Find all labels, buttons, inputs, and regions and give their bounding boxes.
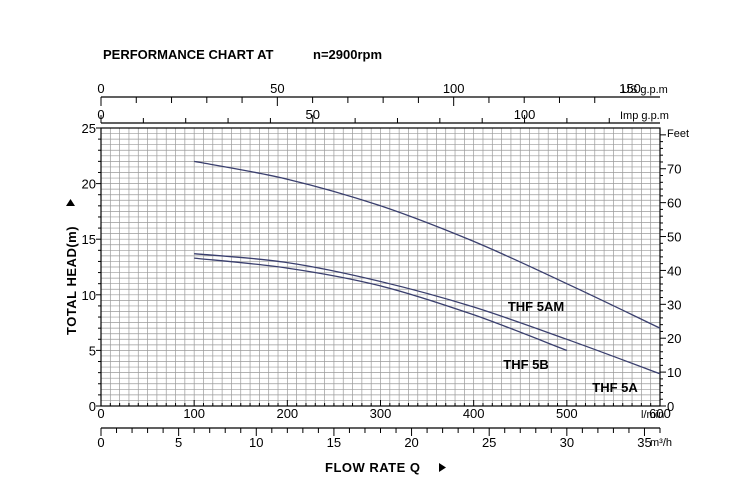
- m3h-tick-label: 25: [482, 435, 496, 450]
- x-tick-label: 600: [649, 406, 671, 421]
- curve-label-thf-5a: THF 5A: [592, 380, 638, 395]
- feet-tick-label: 70: [667, 162, 681, 177]
- y-tick-label: 10: [82, 288, 96, 303]
- curve-thf-5am: [194, 160, 661, 329]
- curve-thf-5b: [194, 257, 568, 352]
- chart-speed: n=2900rpm: [313, 47, 382, 62]
- curve-thf-5a: [194, 253, 661, 375]
- us-gpm-tick-label: 150: [619, 81, 641, 96]
- us-gpm-tick-label: 100: [443, 81, 465, 96]
- feet-tick-label: 40: [667, 263, 681, 278]
- feet-tick-label: 0: [667, 399, 674, 414]
- us-gpm-tick-label: 50: [270, 81, 284, 96]
- y-tick-label: 25: [82, 121, 96, 136]
- x-tick-label: 0: [97, 406, 104, 421]
- feet-tick-label: 10: [667, 365, 681, 380]
- feet-unit: Feet: [667, 128, 689, 140]
- y-tick-label: 20: [82, 177, 96, 192]
- m3h-tick-label: 20: [404, 435, 418, 450]
- curve-label-thf-5am: THF 5AM: [508, 299, 564, 314]
- m3h-tick-label: 30: [560, 435, 574, 450]
- feet-tick-label: 50: [667, 230, 681, 245]
- us-gpm-unit: US g.p.m: [622, 84, 668, 96]
- x-tick-label: 500: [556, 406, 578, 421]
- x-axis-label: FLOW RATE Q: [325, 460, 421, 475]
- m3h-tick-label: 5: [175, 435, 182, 450]
- m3h-tick-label: 35: [637, 435, 651, 450]
- curves: THF 5AM THF 5A THF 5B: [194, 160, 661, 395]
- imp-gpm-tick-label: 0: [97, 107, 104, 122]
- imp-gpm-unit: Imp g.p.m: [620, 110, 669, 122]
- feet-tick-label: 30: [667, 297, 681, 312]
- x-unit-lmin: l/min: [641, 409, 664, 421]
- x-tick-label: 200: [276, 406, 298, 421]
- y-tick-label: 15: [82, 232, 96, 247]
- x-tick-label: 300: [370, 406, 392, 421]
- m3h-tick-label: 10: [249, 435, 263, 450]
- y-tick-label: 5: [89, 343, 96, 358]
- m3h-tick-label: 0: [97, 435, 104, 450]
- feet-tick-label: 60: [667, 196, 681, 211]
- y-axis-label: TOTAL HEAD(m): [64, 226, 79, 335]
- us-gpm-tick-label: 0: [97, 81, 104, 96]
- x-tick-label: 100: [183, 406, 205, 421]
- y-axis-arrow-icon: [66, 199, 75, 206]
- imp-gpm-tick-label: 100: [514, 107, 536, 122]
- feet-tick-label: 20: [667, 331, 681, 346]
- m3h-tick-label: 15: [327, 435, 341, 450]
- x-tick-label: 400: [463, 406, 485, 421]
- axes: 0 100 200 300 400 500 600051015202501020304050…: [82, 81, 682, 450]
- curve-label-thf-5b: THF 5B: [503, 357, 549, 372]
- chart-title: PERFORMANCE CHART AT: [103, 47, 273, 62]
- x-axis-arrow-icon: [439, 463, 446, 472]
- m3h-unit: m³/h: [650, 437, 672, 449]
- grid: [100, 127, 661, 407]
- imp-gpm-tick-label: 50: [306, 107, 320, 122]
- y-tick-label: 0: [89, 399, 96, 414]
